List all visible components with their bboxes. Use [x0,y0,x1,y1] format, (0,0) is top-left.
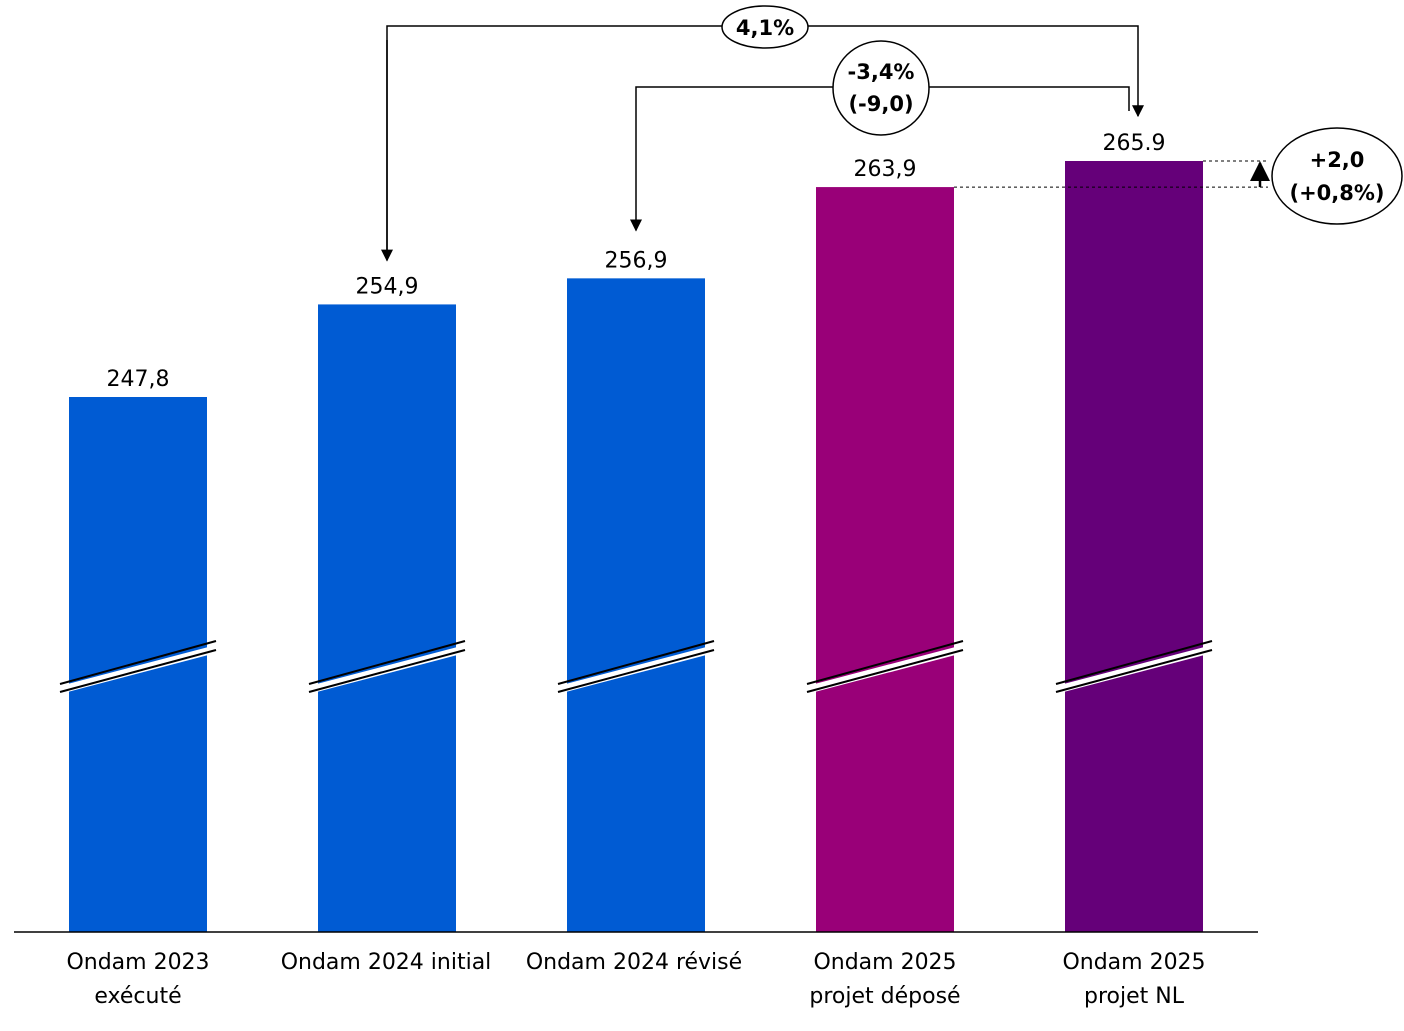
category-label: projet NL [1084,984,1185,1009]
difference-annotation: +2,0 (+0,8%) [954,127,1403,225]
axis-break-mark [1055,640,1213,694]
labels-layer: 247,8 Ondam 2023 exécuté 254,9 Ondam 2024 in… [66,131,1205,1009]
category-label: Ondam 2024 initial [281,950,492,975]
category-label: Ondam 2023 [66,950,209,975]
bar [318,304,456,932]
axis-break-mark [59,640,217,694]
data-label: 247,8 [107,367,170,392]
annotations-layer: 4,1% -3,4% (-9,0) +2,0 (+0,8%) [381,5,1403,262]
data-label: 265.9 [1103,131,1166,156]
annotation-label: -3,4% [848,60,915,84]
annotation-label: +2,0 [1310,148,1365,172]
growth-annotation: 4,1% [381,5,1144,262]
axis-break-mark [557,640,715,694]
category-label: exécuté [94,984,181,1009]
bars-layer [69,161,1203,933]
bar [816,187,954,933]
annotation-label: (+0,8%) [1289,181,1384,205]
data-label: 263,9 [854,157,917,182]
bar [69,397,207,932]
variance-annotation: -3,4% (-9,0) [630,40,1130,232]
bar [567,278,705,933]
bar [1065,161,1203,932]
category-label: Ondam 2024 révisé [526,950,742,975]
annotation-label: (-9,0) [848,92,913,116]
data-label: 256,9 [605,248,668,273]
data-label: 254,9 [356,274,419,299]
axis-break-mark [806,640,964,694]
category-label: Ondam 2025 [813,950,956,975]
axis-break-mark [308,640,466,694]
axis-break-marks [59,640,1213,694]
category-label: Ondam 2025 [1062,950,1205,975]
annotation-label: 4,1% [736,16,794,40]
category-label: projet déposé [809,984,960,1009]
